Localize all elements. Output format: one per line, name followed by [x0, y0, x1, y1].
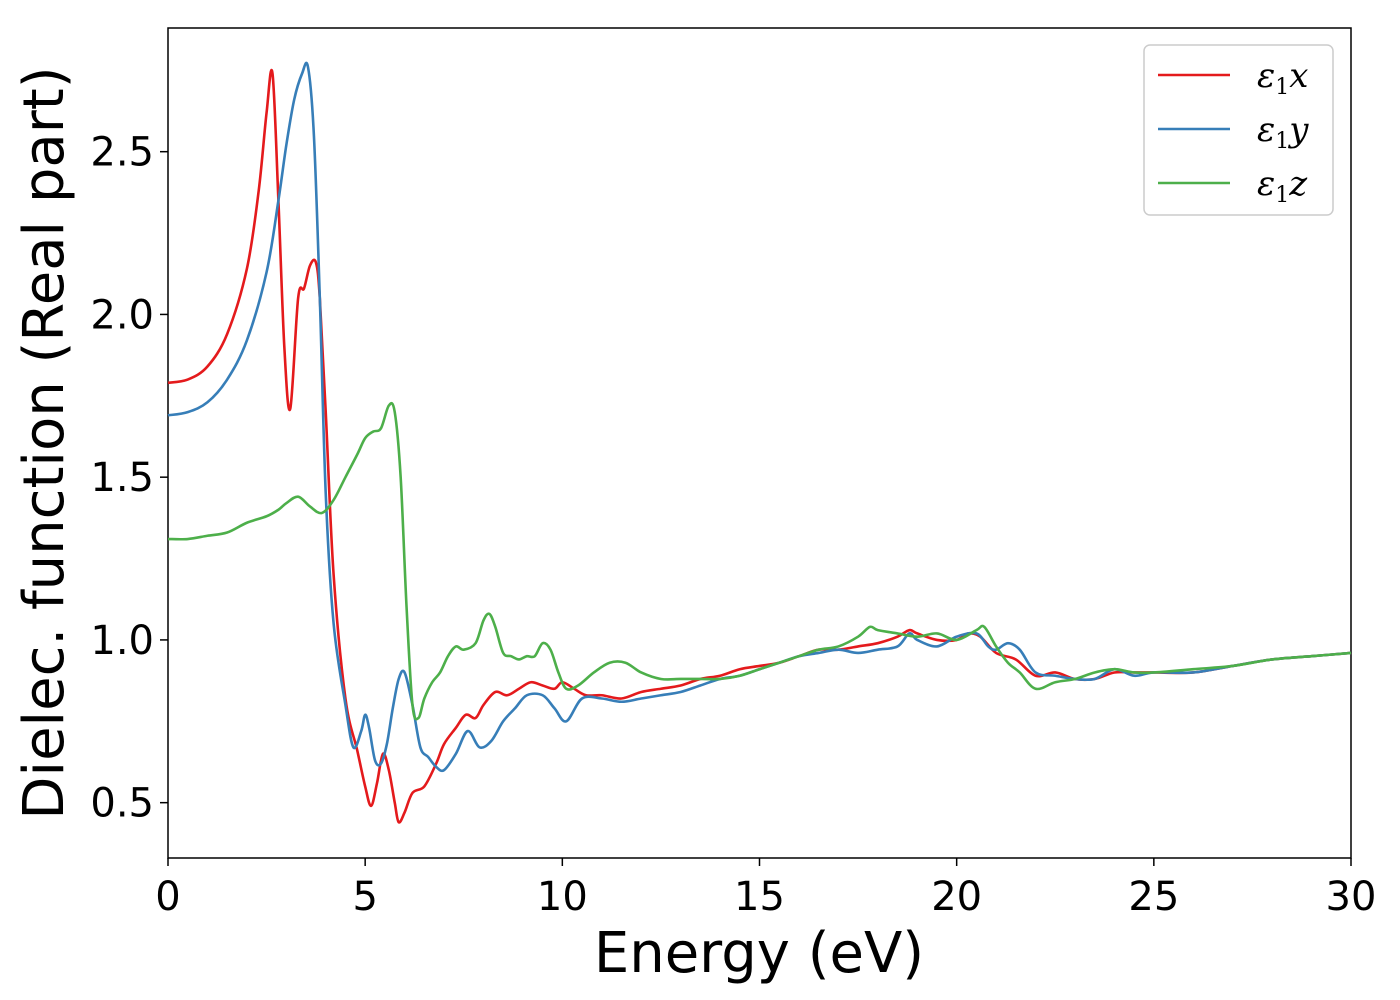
- y-tick-label: 1.5: [90, 455, 154, 501]
- y-axis: 0.5 1.0 1.5 2.0 2.5: [90, 130, 168, 827]
- x-axis-label: Energy (eV): [594, 921, 924, 986]
- series-layer: [167, 61, 1352, 824]
- y-tick-label: 2.0: [90, 292, 154, 338]
- legend-label-1: ε1y: [1257, 110, 1309, 154]
- x-tick-label: 30: [1326, 874, 1377, 920]
- x-tick-label: 5: [352, 874, 377, 920]
- legend-box: [1143, 44, 1334, 216]
- x-tick-label: 10: [537, 874, 588, 920]
- x-axis: 0 5 10 15 20 25 30: [155, 858, 1376, 920]
- series-line-1: [167, 61, 1352, 773]
- y-tick-label: 0.5: [90, 781, 154, 827]
- y-tick-label: 2.5: [90, 130, 154, 176]
- x-tick-label: 25: [1128, 874, 1179, 920]
- y-tick-label: 1.0: [90, 618, 154, 664]
- x-tick-label: 0: [155, 874, 180, 920]
- x-tick-label: 20: [931, 874, 982, 920]
- series-line-2: [167, 401, 1352, 721]
- x-tick-label: 15: [734, 874, 785, 920]
- y-axis-label: Dielec. function (Real part): [12, 66, 77, 819]
